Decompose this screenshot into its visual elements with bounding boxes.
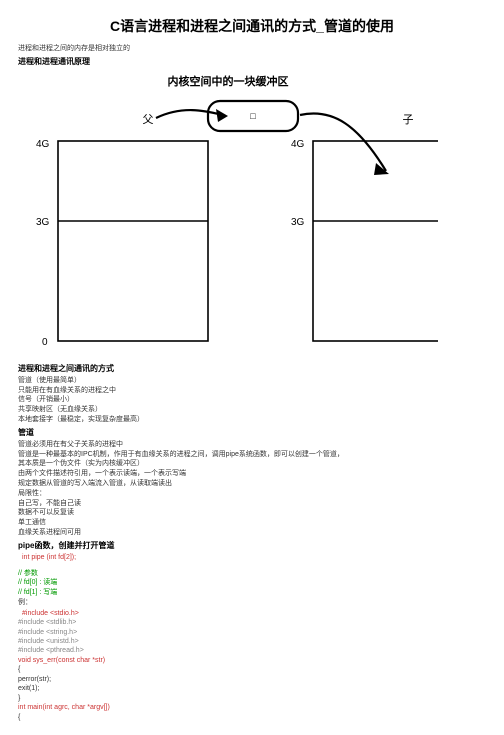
methods-list: 管道（使用最简单）只能用在有血缘关系的进程之中信号（开销最小）共享映射区（无血缘… <box>18 376 486 425</box>
heading-principle: 进程和进程通讯原理 <box>18 56 486 67</box>
code-line: { <box>18 665 486 674</box>
code-line: int main(int agrc, char *argv[]) <box>18 703 486 712</box>
code-line: { <box>18 713 486 722</box>
code-line: void sys_err(const char *str) <box>18 656 486 665</box>
process-diagram: 内核空间中的一块缓冲区 □ 父 子 4G 3G 0 4G 3G <box>18 73 438 357</box>
arg-1: // fd[1] : 写端 <box>18 588 486 598</box>
method-line: 信号（开销最小） <box>18 395 486 405</box>
right-3g: 3G <box>291 217 305 228</box>
left-3g: 3G <box>36 217 50 228</box>
left-4g: 4G <box>36 139 50 150</box>
pipe-desc-line: 局限性： <box>18 489 486 499</box>
arg-0: // fd[0] : 读端 <box>18 578 486 588</box>
code-line: #include <string.h> <box>18 628 486 637</box>
code-block: #include <stdio.h>#include <stdlib.h>#in… <box>18 609 486 722</box>
method-line: 本地套接字（最稳定，实现复杂度最高） <box>18 415 486 425</box>
method-line: 管道（使用最简单） <box>18 376 486 386</box>
pipe-desc: 管道必须用在有父子关系的进程中管道是一种最基本的IPC机制，作用于有血缘关系的进… <box>18 440 486 538</box>
child-label: 子 <box>403 113 414 126</box>
code-line: exit(1); <box>18 684 486 693</box>
pipe-desc-line: 管道是一种最基本的IPC机制，作用于有血缘关系的进程之间，调用pipe系统函数，… <box>18 450 486 460</box>
pipe-desc-line: 由两个文件描述符引用，一个表示读端，一个表示写端 <box>18 469 486 479</box>
kernel-label: 内核空间中的一块缓冲区 <box>168 74 289 88</box>
heading-methods: 进程和进程之间通讯的方式 <box>18 363 486 374</box>
method-line: 共享映射区（无血缘关系） <box>18 405 486 415</box>
kernel-box-char: □ <box>250 111 256 121</box>
code-line: #include <stdio.h> <box>22 609 486 618</box>
left-0: 0 <box>42 337 48 348</box>
right-4g: 4G <box>291 139 305 150</box>
heading-pipe: 管道 <box>18 427 486 438</box>
args-label: // 参数 <box>18 569 486 579</box>
pipe-desc-line: 管道必须用在有父子关系的进程中 <box>18 440 486 450</box>
pipe-desc-line: 自己写，不能自己读 <box>18 499 486 509</box>
example-label: 例： <box>18 598 486 608</box>
pipe-signature: int pipe (int fd[2]); <box>22 553 486 563</box>
code-line: } <box>18 694 486 703</box>
code-line: perror(str); <box>18 675 486 684</box>
code-line: #include <unistd.h> <box>18 637 486 646</box>
method-line: 只能用在有血缘关系的进程之中 <box>18 386 486 396</box>
pipe-desc-line: 其本质是一个伪文件（实为内核缓冲区） <box>18 459 486 469</box>
pipe-desc-line: 规定数据从管道的写入端流入管道，从读取端读出 <box>18 479 486 489</box>
page-title: C语言进程和进程之间通讯的方式_管道的使用 <box>18 16 486 36</box>
pipe-desc-line: 数据不可以反复读 <box>18 508 486 518</box>
arrow-left <box>156 110 223 118</box>
code-line: #include <stdlib.h> <box>18 618 486 627</box>
intro-text: 进程和进程之间的内存是相对独立的 <box>18 44 486 54</box>
pipe-desc-line: 血缘关系进程间可用 <box>18 528 486 538</box>
code-line: #include <pthread.h> <box>18 646 486 655</box>
heading-pipe-fn: pipe函数，创建并打开管道 <box>18 540 486 551</box>
parent-label: 父 <box>143 113 154 126</box>
parent-box <box>58 141 208 341</box>
pipe-desc-line: 单工通信 <box>18 518 486 528</box>
arrow-left-head <box>216 109 228 122</box>
